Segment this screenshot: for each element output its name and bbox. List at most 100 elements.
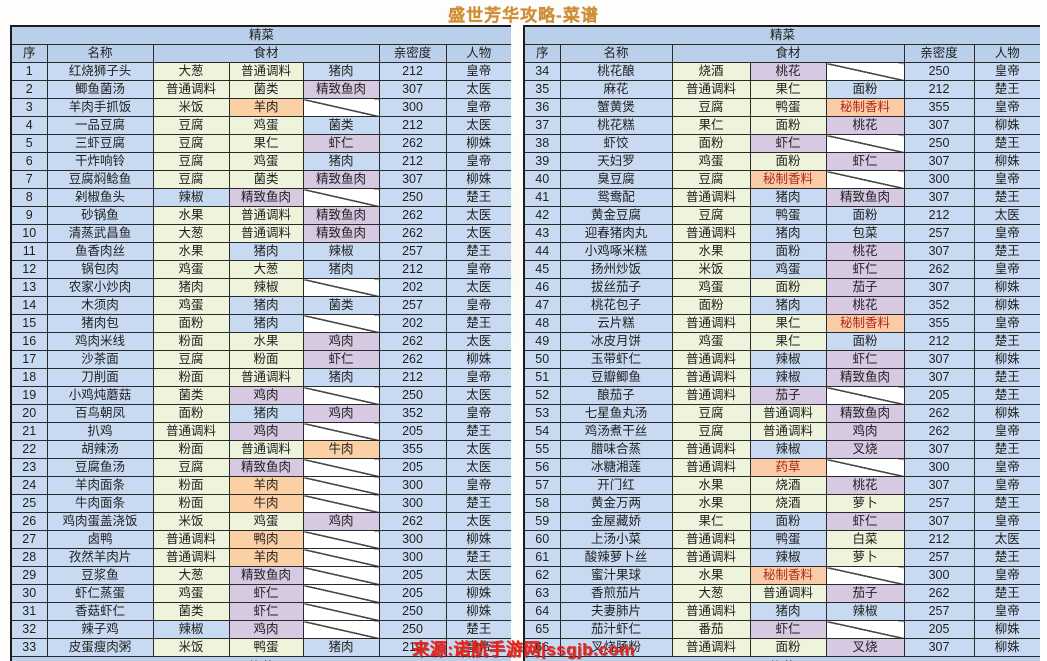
ingredient-cell: 普通调料 <box>671 386 751 405</box>
ingredient-cell: 普通调料 <box>671 602 751 621</box>
character-cell: 太医 <box>445 332 511 351</box>
ingredient-cell: 烧酒 <box>749 476 827 495</box>
intimacy-cell: 355 <box>378 440 447 459</box>
ingredient-cell: 粉面 <box>152 476 230 495</box>
row-index-cell: 6 <box>10 152 48 171</box>
row-index-cell: 11 <box>10 242 48 261</box>
ingredient-empty-cell <box>302 620 380 639</box>
recipe-row: 2 鲫鱼菌汤 普通调料 菌类 精致鱼肉 307 太医 <box>10 80 511 99</box>
intimacy-cell: 262 <box>378 512 447 531</box>
intimacy-cell: 257 <box>903 224 975 243</box>
ingredient-cell: 果仁 <box>749 80 827 99</box>
ingredient-cell: 猪肉 <box>228 404 304 423</box>
ingredient-cell: 面粉 <box>749 116 827 135</box>
character-cell: 皇帝 <box>973 566 1040 585</box>
dish-name-cell: 冰糖湘莲 <box>559 458 673 477</box>
ingredient-cell: 桃花 <box>825 296 905 315</box>
ingredient-cell: 水果 <box>152 206 230 225</box>
dish-name-cell: 桃花酿 <box>559 62 673 81</box>
recipe-row: 36 蟹黄煲 豆腐 鸭蛋 秘制香料 355 皇帝 <box>523 98 1040 117</box>
ingredient-cell: 菌类 <box>228 170 304 189</box>
intimacy-cell: 205 <box>378 584 447 603</box>
intimacy-cell: 307 <box>903 116 975 135</box>
ingredient-cell: 水果 <box>671 476 751 495</box>
ingredient-cell: 普通调料 <box>228 62 304 81</box>
intimacy-cell: 205 <box>903 620 975 639</box>
source-watermark: 来源:诺航手游网|ssgjb.com <box>412 640 635 659</box>
recipe-row: 27 卤鸭 普通调料 鸭肉 300 柳姝 <box>10 530 511 549</box>
ingredient-cell: 秘制香料 <box>825 314 905 333</box>
intimacy-cell: 205 <box>378 422 447 441</box>
ingredient-empty-cell <box>825 170 905 189</box>
intimacy-cell: 262 <box>903 584 975 603</box>
ingredient-cell: 猪肉 <box>749 224 827 243</box>
character-cell: 皇帝 <box>973 224 1040 243</box>
recipe-row: 4 一品豆腐 豆腐 鸡蛋 菌类 212 太医 <box>10 116 511 135</box>
character-cell: 楚王 <box>973 80 1040 99</box>
ingredient-cell: 面粉 <box>825 80 905 99</box>
ingredient-empty-cell <box>825 62 905 81</box>
recipe-row: 62 蜜汁果球 水果 秘制香料 300 皇帝 <box>523 566 1040 585</box>
character-cell: 柳姝 <box>973 152 1040 171</box>
ingredient-cell: 羊肉 <box>228 476 304 495</box>
ingredient-empty-cell <box>825 458 905 477</box>
character-cell: 皇帝 <box>973 170 1040 189</box>
recipe-row: 64 夫妻肺片 普通调料 猪肉 辣椒 257 皇帝 <box>523 602 1040 621</box>
ingredient-cell: 萝卜 <box>825 494 905 513</box>
dish-name-cell: 云片糕 <box>559 314 673 333</box>
ingredient-cell: 鸡肉 <box>302 512 380 531</box>
intimacy-cell: 212 <box>903 80 975 99</box>
intimacy-cell: 352 <box>903 296 975 315</box>
recipe-row: 56 冰糖湘莲 普通调料 药草 300 皇帝 <box>523 458 1040 477</box>
recipe-row: 3 羊肉手抓饭 米饭 羊肉 300 皇帝 <box>10 98 511 117</box>
ingredient-cell: 果仁 <box>671 512 751 531</box>
character-cell: 皇帝 <box>445 260 511 279</box>
row-index-cell: 57 <box>523 476 561 495</box>
recipe-row: 46 拔丝茄子 鸡蛋 面粉 茄子 307 柳姝 <box>523 278 1040 297</box>
ingredient-cell: 茄子 <box>749 386 827 405</box>
recipe-row: 30 虾仁蒸蛋 鸡蛋 虾仁 205 柳姝 <box>10 584 511 603</box>
ingredient-cell: 豆腐 <box>152 458 230 477</box>
ingredient-cell: 鸡蛋 <box>228 512 304 531</box>
character-cell: 楚王 <box>973 494 1040 513</box>
col-header-character: 人物 <box>445 44 511 63</box>
ingredient-cell: 包菜 <box>825 224 905 243</box>
row-index-cell: 15 <box>10 314 48 333</box>
ingredient-cell: 大葱 <box>671 584 751 603</box>
recipe-row: 31 香菇虾仁 菌类 虾仁 250 柳姝 <box>10 602 511 621</box>
dish-name-cell: 玉带虾仁 <box>559 350 673 369</box>
character-cell: 楚王 <box>973 134 1040 153</box>
ingredient-cell: 普通调料 <box>152 80 230 99</box>
recipe-row: 8 剁椒鱼头 辣椒 精致鱼肉 250 楚王 <box>10 188 511 207</box>
character-cell: 皇帝 <box>445 152 511 171</box>
row-index-cell: 36 <box>523 98 561 117</box>
ingredient-cell: 猪肉 <box>152 278 230 297</box>
ingredient-cell: 面粉 <box>749 512 827 531</box>
ingredient-cell: 豆腐 <box>152 116 230 135</box>
recipe-row: 5 三虾豆腐 豆腐 果仁 虾仁 262 柳姝 <box>10 134 511 153</box>
character-cell: 柳姝 <box>445 584 511 603</box>
dish-name-cell: 拔丝茄子 <box>559 278 673 297</box>
ingredient-cell: 辣椒 <box>749 440 827 459</box>
ingredient-empty-cell <box>302 458 380 477</box>
ingredient-cell: 辣椒 <box>228 278 304 297</box>
recipe-row: 25 牛肉面条 粉面 牛肉 300 楚王 <box>10 494 511 513</box>
character-cell: 太医 <box>445 566 511 585</box>
character-cell: 皇帝 <box>973 512 1040 531</box>
dish-name-cell: 鸡肉米线 <box>46 332 154 351</box>
dish-name-cell: 迎春猪肉丸 <box>559 224 673 243</box>
character-cell: 楚王 <box>973 188 1040 207</box>
dish-name-cell: 香煎茄片 <box>559 584 673 603</box>
ingredient-cell: 普通调料 <box>152 422 230 441</box>
ingredient-cell: 虾仁 <box>825 152 905 171</box>
recipe-row: 22 胡辣汤 粉面 普通调料 牛肉 355 太医 <box>10 440 511 459</box>
intimacy-cell: 257 <box>903 494 975 513</box>
character-cell: 楚王 <box>973 440 1040 459</box>
ingredient-cell: 桃花 <box>749 62 827 81</box>
ingredient-cell: 精致鱼肉 <box>302 224 380 243</box>
intimacy-cell: 355 <box>903 314 975 333</box>
character-cell: 柳姝 <box>445 602 511 621</box>
ingredient-cell: 猪肉 <box>228 242 304 261</box>
intimacy-cell: 250 <box>378 602 447 621</box>
dish-name-cell: 蟹黄煲 <box>559 98 673 117</box>
